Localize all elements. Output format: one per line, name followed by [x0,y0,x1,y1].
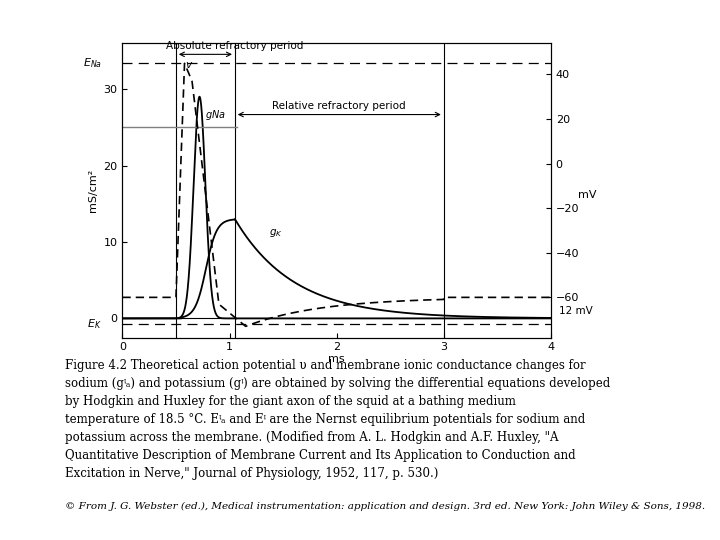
Text: Figure 4.2 Theoretical action potential υ and membrane ionic conductance changes: Figure 4.2 Theoretical action potential … [65,359,610,480]
Text: 12 mV: 12 mV [559,306,593,316]
Text: $E_K$: $E_K$ [87,317,102,331]
Text: $v$: $v$ [184,60,193,70]
Text: © From J. G. Webster (ed.), Medical instrumentation: application and design. 3rd: © From J. G. Webster (ed.), Medical inst… [65,502,705,511]
Text: $\mathit{gNa}$: $\mathit{gNa}$ [205,108,225,122]
Y-axis label: mS/cm²: mS/cm² [88,168,98,212]
Text: $g_K$: $g_K$ [269,227,283,239]
X-axis label: ms: ms [328,354,345,364]
Y-axis label: mV: mV [578,191,597,200]
Text: Absolute refractory period: Absolute refractory period [166,40,304,51]
Text: $E_{Na}$: $E_{Na}$ [83,56,102,70]
Text: Relative refractory period: Relative refractory period [272,101,406,111]
